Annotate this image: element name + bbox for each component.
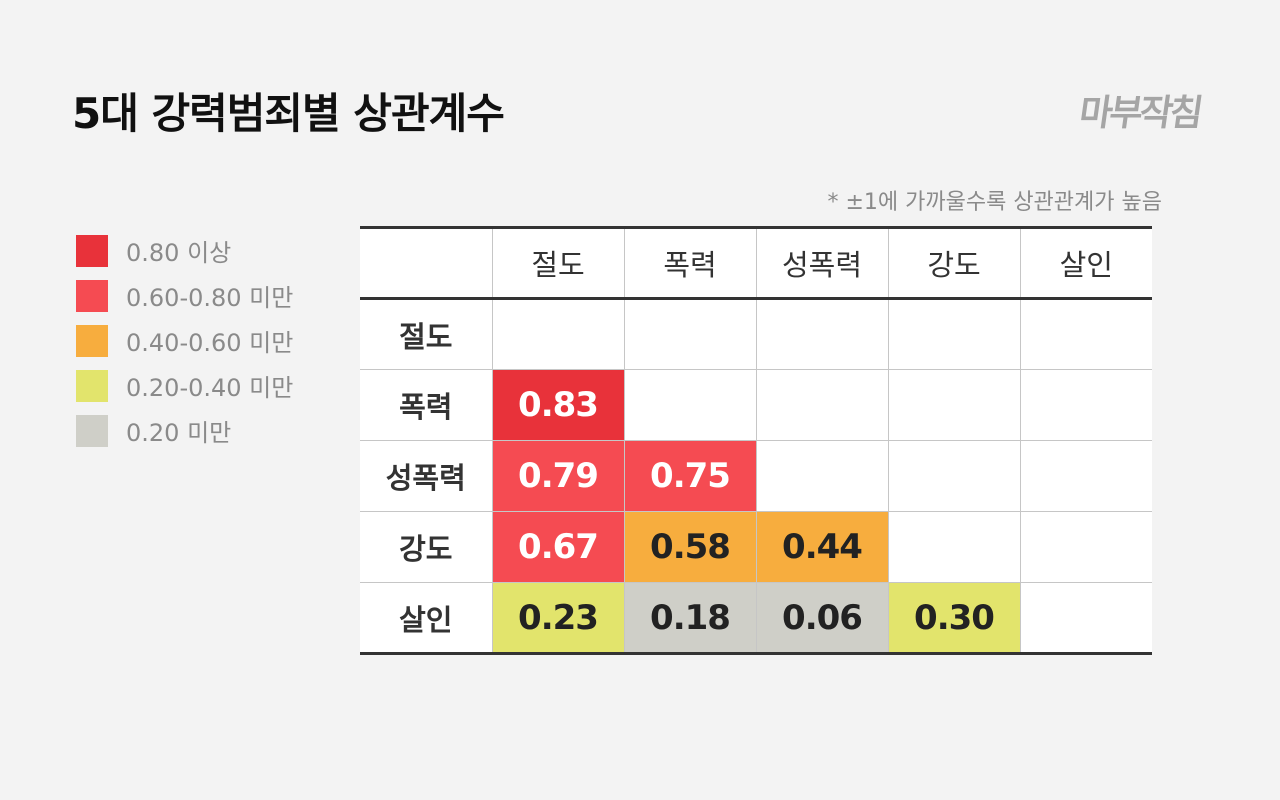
row-header: 절도 — [360, 298, 493, 370]
table-row: 폭력 0.83 — [360, 369, 1152, 441]
legend: 0.80 이상 0.60-0.80 미만 0.40-0.60 미만 0.20-0.40… — [76, 228, 293, 453]
legend-item: 0.20 미만 — [76, 408, 293, 453]
chart-title: 5대 강력범죄별 상관계수 — [72, 89, 505, 138]
corner-cell — [360, 227, 493, 300]
row-header: 강도 — [360, 511, 493, 583]
column-header: 폭력 — [623, 227, 757, 300]
heatmap-cell: 0.75 — [623, 440, 757, 512]
empty-cell — [887, 298, 1021, 370]
row-header: 성폭력 — [360, 440, 493, 512]
table-row: 절도 — [360, 298, 1152, 370]
table-row: 성폭력 0.79 0.75 — [360, 440, 1152, 512]
heatmap-cell: 0.06 — [755, 582, 889, 654]
empty-cell — [623, 369, 757, 441]
heatmap-cell: 0.67 — [491, 511, 625, 583]
heatmap-cell: 0.23 — [491, 582, 625, 654]
legend-item: 0.60-0.80 미만 — [76, 273, 293, 318]
heatmap-cell: 0.79 — [491, 440, 625, 512]
row-header: 폭력 — [360, 369, 493, 441]
legend-label: 0.80 이상 — [126, 239, 232, 267]
empty-cell — [887, 369, 1021, 441]
empty-cell — [1019, 582, 1152, 654]
header-row: 절도 폭력 성폭력 강도 살인 — [360, 227, 1152, 300]
legend-swatch — [76, 279, 108, 312]
empty-cell — [1019, 511, 1152, 583]
empty-cell — [755, 298, 889, 370]
legend-item: 0.80 이상 — [76, 228, 293, 273]
heatmap-cell: 0.18 — [623, 582, 757, 654]
legend-swatch — [76, 414, 108, 447]
empty-cell — [1019, 369, 1152, 441]
empty-cell — [887, 440, 1021, 512]
chart-note: * ±1에 가까울수록 상관관계가 높음 — [827, 190, 1162, 215]
heatmap-cell: 0.30 — [887, 582, 1021, 654]
heatmap-cell: 0.58 — [623, 511, 757, 583]
legend-label: 0.20-0.40 미만 — [126, 374, 294, 402]
empty-cell — [623, 298, 757, 370]
heatmap-cell: 0.44 — [755, 511, 889, 583]
empty-cell — [755, 440, 889, 512]
column-header: 강도 — [887, 227, 1021, 300]
legend-label: 0.20 미만 — [126, 419, 232, 447]
legend-swatch — [76, 369, 108, 402]
column-header: 성폭력 — [755, 227, 889, 300]
legend-swatch — [76, 234, 108, 267]
column-header: 절도 — [491, 227, 625, 300]
table-row: 강도 0.67 0.58 0.44 — [360, 511, 1152, 583]
column-header: 살인 — [1019, 227, 1152, 300]
empty-cell — [1019, 298, 1152, 370]
legend-swatch — [76, 324, 108, 357]
legend-label: 0.60-0.80 미만 — [126, 284, 294, 312]
row-header: 살인 — [360, 582, 493, 654]
empty-cell — [755, 369, 889, 441]
heatmap-cell: 0.83 — [491, 369, 625, 441]
correlation-matrix: 절도 폭력 성폭력 강도 살인 절도 폭력 0.83 성폭력 0.79 0.75 강도 0.67 0.58… — [360, 226, 1152, 655]
logo: 마부작침 — [1076, 93, 1203, 134]
legend-item: 0.40-0.60 미만 — [76, 318, 293, 363]
legend-item: 0.20-0.40 미만 — [76, 363, 293, 408]
legend-label: 0.40-0.60 미만 — [126, 329, 294, 357]
empty-cell — [1019, 440, 1152, 512]
empty-cell — [491, 298, 625, 370]
table-row: 살인 0.23 0.18 0.06 0.30 — [360, 582, 1152, 654]
empty-cell — [887, 511, 1021, 583]
